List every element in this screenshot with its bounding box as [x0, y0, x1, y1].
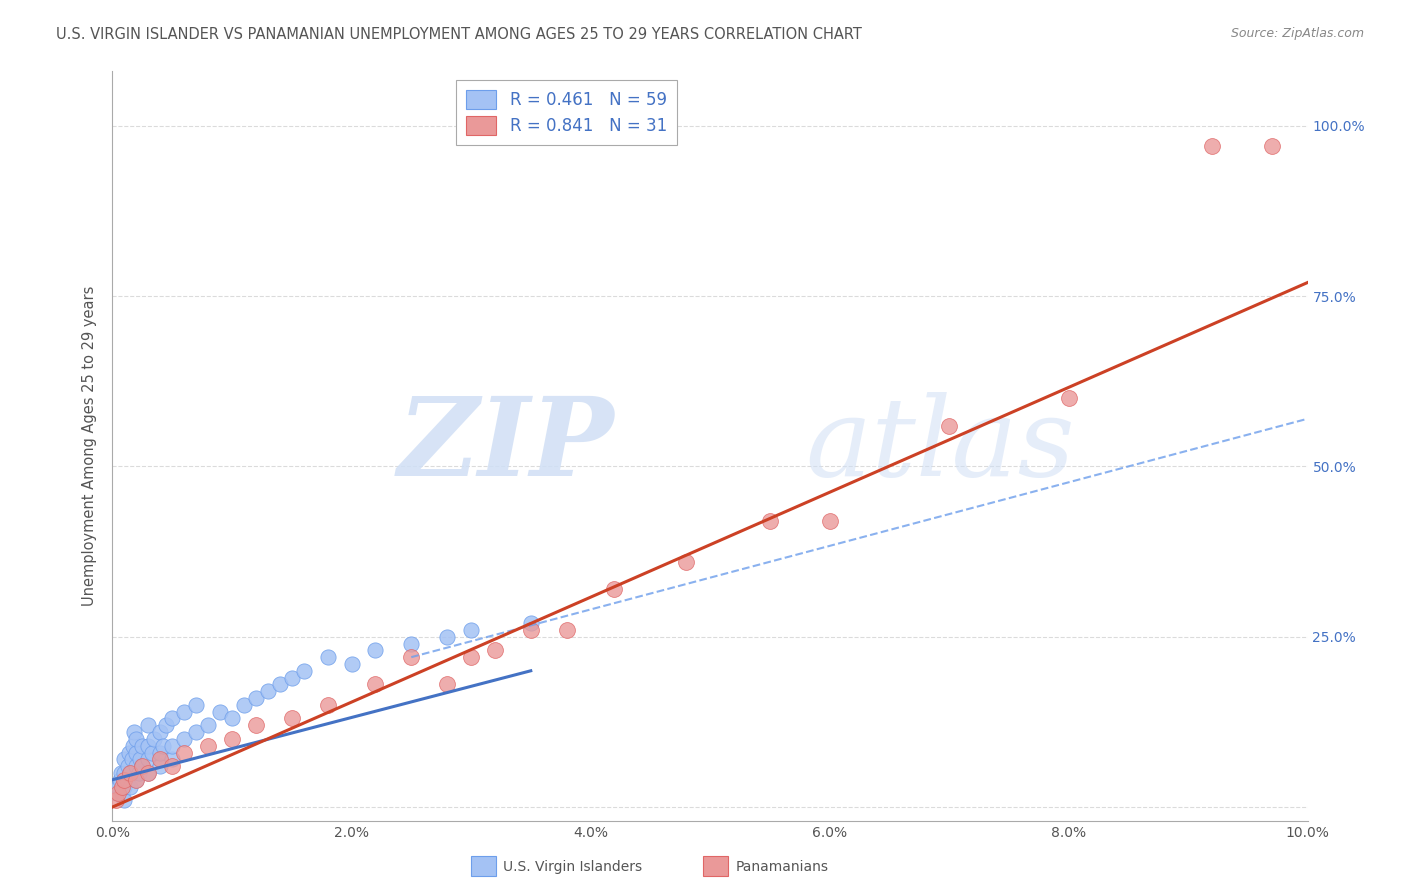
Point [209, 705, 232, 719]
Point [138, 766, 160, 780]
Point [131, 759, 153, 773]
Text: U.S. Virgin Islanders: U.S. Virgin Islanders [503, 860, 643, 874]
Point [114, 772, 135, 787]
Point [108, 772, 131, 787]
Point [173, 746, 195, 760]
Point [186, 698, 208, 712]
Point [221, 711, 243, 725]
Point [221, 731, 243, 746]
Point [340, 657, 363, 671]
Point [269, 677, 291, 691]
Point [316, 650, 339, 665]
Point [257, 684, 280, 698]
Point [364, 677, 387, 691]
Point [107, 786, 129, 800]
Point [520, 616, 543, 631]
Point [162, 739, 183, 753]
Point [114, 766, 135, 780]
Point [173, 731, 195, 746]
Legend: R = 0.461   N = 59, R = 0.841   N = 31: R = 0.461 N = 59, R = 0.841 N = 31 [457, 79, 676, 145]
Point [281, 711, 304, 725]
Point [460, 650, 482, 665]
Point [107, 780, 129, 794]
Point [292, 664, 315, 678]
Point [759, 514, 782, 528]
Point [125, 772, 148, 787]
Point [316, 698, 339, 712]
Point [245, 718, 267, 732]
Point [484, 643, 506, 657]
Point [149, 752, 172, 766]
Point [149, 725, 172, 739]
Point [114, 752, 135, 766]
Point [125, 759, 148, 773]
Point [173, 705, 195, 719]
Point [364, 643, 387, 657]
Point [105, 786, 128, 800]
Point [436, 630, 458, 644]
Point [131, 759, 153, 773]
Point [162, 752, 183, 766]
Point [111, 786, 134, 800]
Point [114, 793, 135, 807]
Text: ZIP: ZIP [398, 392, 614, 500]
Point [401, 636, 423, 650]
Point [152, 739, 174, 753]
Text: U.S. VIRGIN ISLANDER VS PANAMANIAN UNEMPLOYMENT AMONG AGES 25 TO 29 YEARS CORREL: U.S. VIRGIN ISLANDER VS PANAMANIAN UNEMP… [56, 27, 862, 42]
Point [125, 772, 148, 787]
Point [1057, 392, 1080, 406]
Point [125, 731, 148, 746]
Point [138, 752, 160, 766]
Point [138, 718, 160, 732]
Point [401, 650, 423, 665]
Point [120, 766, 142, 780]
Point [125, 746, 148, 760]
Point [128, 766, 150, 780]
Point [118, 746, 141, 760]
Point [520, 623, 543, 637]
Point [603, 582, 626, 596]
Point [121, 739, 143, 753]
Point [197, 718, 219, 732]
Point [129, 752, 152, 766]
Point [233, 698, 256, 712]
Point [155, 718, 177, 732]
Point [1201, 139, 1223, 153]
Point [138, 739, 160, 753]
Point [143, 731, 166, 746]
Point [436, 677, 458, 691]
Point [117, 759, 139, 773]
Point [138, 766, 160, 780]
Text: atlas: atlas [806, 392, 1076, 500]
Point [122, 725, 145, 739]
Point [121, 752, 143, 766]
Point [281, 671, 304, 685]
Point [149, 746, 172, 760]
Point [162, 759, 183, 773]
Point [110, 766, 132, 780]
Point [162, 711, 183, 725]
Text: Source: ZipAtlas.com: Source: ZipAtlas.com [1230, 27, 1364, 40]
Point [131, 739, 153, 753]
Point [105, 793, 128, 807]
Point [120, 766, 142, 780]
Point [938, 418, 960, 433]
Point [818, 514, 841, 528]
Point [186, 725, 208, 739]
Point [245, 691, 267, 706]
Point [1261, 139, 1284, 153]
Point [120, 780, 142, 794]
Point [149, 759, 172, 773]
Point [111, 780, 134, 794]
Point [675, 555, 697, 569]
Point [114, 780, 135, 794]
Point [460, 623, 482, 637]
Text: Panamanians: Panamanians [735, 860, 828, 874]
Point [141, 746, 163, 760]
Point [115, 772, 138, 787]
Point [555, 623, 578, 637]
Point [197, 739, 219, 753]
Y-axis label: Unemployment Among Ages 25 to 29 years: Unemployment Among Ages 25 to 29 years [82, 285, 97, 607]
